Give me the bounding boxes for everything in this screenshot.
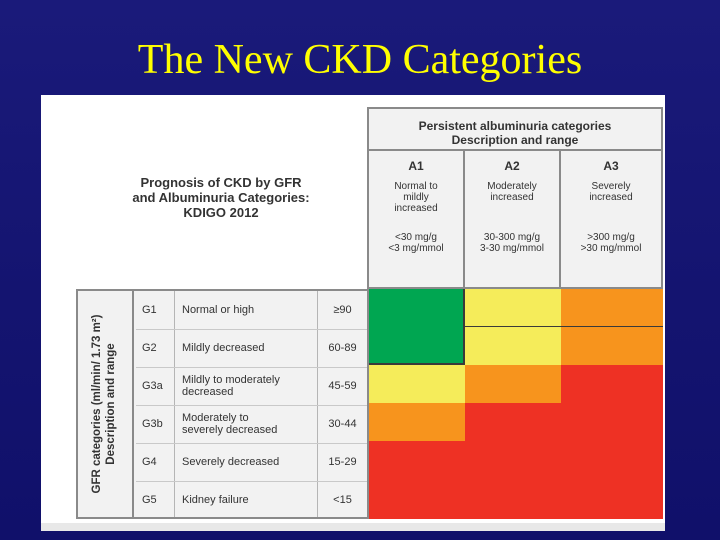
gfr-axis-label-text: GFR categories (ml/min/ 1.73 m²) Descrip… xyxy=(90,291,122,517)
gfr-axis-label-line2: Description and range xyxy=(105,343,117,465)
gfr-axis-label: GFR categories (ml/min/ 1.73 m²) Descrip… xyxy=(78,291,134,517)
column-range: <30 mg/g xyxy=(395,232,437,243)
risk-boundary-line xyxy=(463,289,465,365)
gfr-row-code: G4 xyxy=(142,456,157,468)
risk-cell-yellow xyxy=(465,327,561,365)
albuminuria-column-a1: A1 Normal to mildly increased <30 mg/g <… xyxy=(369,159,463,254)
risk-cell-red xyxy=(561,441,663,479)
column-range: <3 mg/mmol xyxy=(388,243,444,254)
risk-cell-orange xyxy=(561,327,663,365)
albuminuria-header-line1: Persistent albuminuria categories xyxy=(418,119,612,133)
risk-boundary-line xyxy=(465,326,663,327)
column-code: A3 xyxy=(603,159,619,173)
risk-cell-red xyxy=(465,479,561,519)
risk-cell-red xyxy=(465,403,561,441)
column-code: A2 xyxy=(504,159,520,173)
prognosis-title-line3: KDIGO 2012 xyxy=(183,205,259,220)
risk-grid xyxy=(369,289,663,519)
gfr-table: GFR categories (ml/min/ 1.73 m²) Descrip… xyxy=(76,289,369,519)
gfr-row-description-line: Moderately to xyxy=(182,412,249,424)
gfr-row-divider xyxy=(136,443,367,444)
gfr-row-range: ≥90 xyxy=(333,304,352,316)
prognosis-title-line1: Prognosis of CKD by GFR xyxy=(140,175,302,190)
column-desc: Normal to xyxy=(394,181,438,192)
column-divider-2 xyxy=(559,149,561,291)
kdigo-figure: Persistent albuminuria categories Descri… xyxy=(41,95,665,531)
risk-cell-green xyxy=(369,327,465,365)
risk-cell-green xyxy=(369,289,465,327)
column-desc: increased xyxy=(589,192,633,203)
gfr-axis-label-line1: GFR categories (ml/min/ 1.73 m²) xyxy=(91,314,103,494)
gfr-row-description-line: decreased xyxy=(182,386,234,398)
risk-cell-orange xyxy=(465,365,561,403)
gfr-row-description: Severely decreased xyxy=(182,443,314,481)
column-desc: Severely xyxy=(591,181,631,192)
gfr-row-description-line: severely decreased xyxy=(182,424,278,436)
prognosis-title: Prognosis of CKD by GFR and Albuminuria … xyxy=(101,175,341,220)
albuminuria-column-a2: A2 Moderately increased 30-300 mg/g 3-30… xyxy=(465,159,559,254)
gfr-row-description-line: Mildly decreased xyxy=(182,342,265,354)
albuminuria-header-title: Persistent albuminuria categories Descri… xyxy=(369,119,661,147)
risk-cell-red xyxy=(561,403,663,441)
column-desc: Moderately xyxy=(487,181,537,192)
gfr-row-range: 30-44 xyxy=(328,418,357,430)
risk-cell-orange xyxy=(561,289,663,327)
gfr-col-divider-1 xyxy=(174,291,175,517)
column-desc: mildly xyxy=(403,192,429,203)
gfr-row-code: G5 xyxy=(142,494,157,506)
slide-title: The New CKD Categories xyxy=(137,37,583,83)
column-divider-1 xyxy=(463,149,465,291)
gfr-row-description-line: Mildly to moderately xyxy=(182,374,280,386)
risk-cell-yellow xyxy=(465,289,561,327)
risk-cell-yellow xyxy=(369,365,465,403)
risk-cell-red xyxy=(561,365,663,403)
header-divider xyxy=(369,149,661,151)
column-range: 3-30 mg/mmol xyxy=(480,243,544,254)
risk-cell-red xyxy=(561,479,663,519)
gfr-row-range: 15-29 xyxy=(328,456,357,468)
albuminuria-header-line2: Description and range xyxy=(451,133,579,147)
albuminuria-column-a3: A3 Severely increased >300 mg/g >30 mg/m… xyxy=(561,159,661,254)
gfr-row-description-line: Normal or high xyxy=(182,304,255,316)
gfr-row-description: Kidney failure xyxy=(182,481,314,519)
gfr-row-description: Mildly to moderately decreased xyxy=(182,367,314,405)
gfr-row-range: 45-59 xyxy=(328,380,357,392)
gfr-row-range: 60-89 xyxy=(328,342,357,354)
gfr-col-divider-2 xyxy=(317,291,318,517)
albuminuria-header: Persistent albuminuria categories Descri… xyxy=(367,107,663,291)
risk-boundary-line xyxy=(369,363,465,365)
gfr-row-code: G2 xyxy=(142,342,157,354)
gfr-row-description-line: Kidney failure xyxy=(182,494,249,506)
gfr-row-divider xyxy=(136,481,367,482)
column-desc: increased xyxy=(394,203,438,214)
gfr-row-code: G3a xyxy=(142,380,163,392)
column-desc: increased xyxy=(490,192,534,203)
risk-cell-orange xyxy=(369,403,465,441)
column-range: >300 mg/g xyxy=(587,232,635,243)
column-range: 30-300 mg/g xyxy=(483,232,541,243)
gfr-row-code: G3b xyxy=(142,418,163,430)
gfr-row-description: Mildly decreased xyxy=(182,329,314,367)
gfr-row-divider xyxy=(136,367,367,368)
gfr-row-description: Normal or high xyxy=(182,291,314,329)
risk-cell-red xyxy=(465,441,561,479)
figure-bottom-strip xyxy=(41,523,665,531)
column-range: >30 mg/mmol xyxy=(580,243,642,254)
gfr-row-divider xyxy=(136,329,367,330)
column-code: A1 xyxy=(408,159,424,173)
gfr-row-range: <15 xyxy=(333,494,352,506)
prognosis-title-line2: and Albuminuria Categories: xyxy=(132,190,310,205)
gfr-row-description: Moderately to severely decreased xyxy=(182,405,314,443)
gfr-row-divider xyxy=(136,405,367,406)
risk-cell-red xyxy=(369,479,465,519)
gfr-row-code: G1 xyxy=(142,304,157,316)
gfr-row-description-line: Severely decreased xyxy=(182,456,280,468)
risk-cell-red xyxy=(369,441,465,479)
